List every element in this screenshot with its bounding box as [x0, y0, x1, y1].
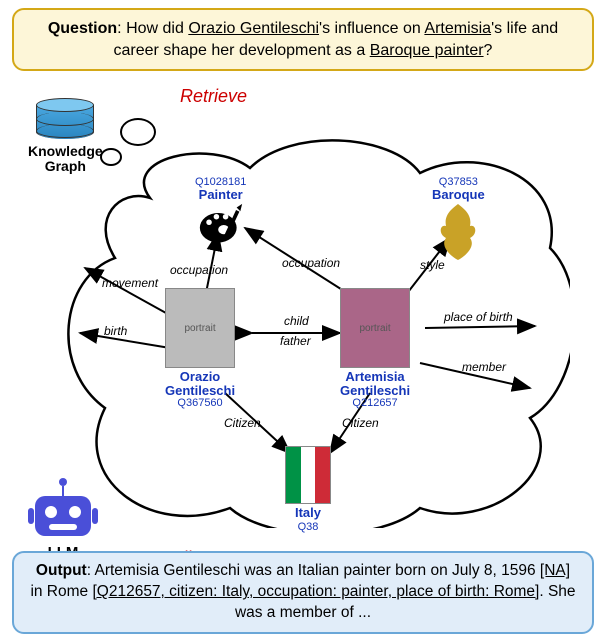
- painter-name: Painter: [195, 188, 246, 202]
- artemisia-name: Artemisia Gentileschi: [340, 370, 410, 397]
- edge-place-of-birth: place of birth: [442, 310, 515, 324]
- entity-baroque-painter: Baroque painter: [370, 42, 484, 59]
- italy-flag-icon: [285, 446, 331, 504]
- database-icon: [36, 98, 94, 142]
- edge-member: member: [460, 360, 508, 374]
- edge-child: child: [282, 314, 311, 328]
- question-text-mid1: 's influence on: [319, 20, 424, 37]
- node-orazio: portrait Orazio Gentileschi Q367560: [165, 288, 235, 409]
- output-na: [NA]: [540, 562, 570, 579]
- robot-icon: [30, 486, 96, 542]
- output-label: Output: [36, 562, 87, 579]
- edge-father: father: [278, 334, 313, 348]
- orazio-portrait: portrait: [165, 288, 235, 368]
- artemisia-portrait: portrait: [340, 288, 410, 368]
- edge-movement: movement: [100, 276, 160, 290]
- entity-orazio: Orazio Gentileschi: [188, 20, 319, 37]
- edge-occupation-artemisia: occupation: [280, 256, 342, 270]
- artemisia-qid: Q212657: [340, 397, 410, 409]
- entity-artemisia: Artemisia: [424, 20, 491, 37]
- edge-citizen-orazio: Citizen: [222, 416, 263, 430]
- edge-citizen-artemisia: Citizen: [340, 416, 381, 430]
- edge-occupation-orazio: occupation: [168, 263, 230, 277]
- orazio-name: Orazio Gentileschi: [165, 370, 235, 397]
- orazio-qid: Q367560: [165, 397, 235, 409]
- output-text-mid: in Rome: [30, 583, 92, 600]
- question-text-post: ?: [484, 42, 493, 59]
- node-artemisia: portrait Artemisia Gentileschi Q212657: [340, 288, 410, 409]
- output-box: Output: Artemisia Gentileschi was an Ita…: [12, 551, 594, 634]
- edge-birth: birth: [102, 324, 129, 338]
- output-text-pre: : Artemisia Gentileschi was an Italian p…: [87, 562, 540, 579]
- llm-icon: LLM: [30, 486, 96, 561]
- question-box: Question: How did Orazio Gentileschi's i…: [12, 8, 594, 71]
- question-label: Question: [48, 20, 117, 37]
- retrieve-label: Retrieve: [180, 86, 247, 107]
- node-baroque: Q37853 Baroque: [432, 176, 485, 262]
- ornament-icon: [437, 202, 479, 262]
- italy-qid: Q38: [285, 521, 331, 533]
- italy-name: Italy: [295, 506, 321, 520]
- palette-icon: [198, 202, 244, 248]
- output-attribution: [Q212657, citizen: Italy, occupation: pa…: [92, 583, 539, 600]
- node-italy: Italy Q38: [285, 446, 331, 533]
- baroque-name: Baroque: [432, 188, 485, 202]
- node-painter: Q1028181 Painter: [195, 176, 246, 248]
- question-text-pre: : How did: [117, 20, 188, 37]
